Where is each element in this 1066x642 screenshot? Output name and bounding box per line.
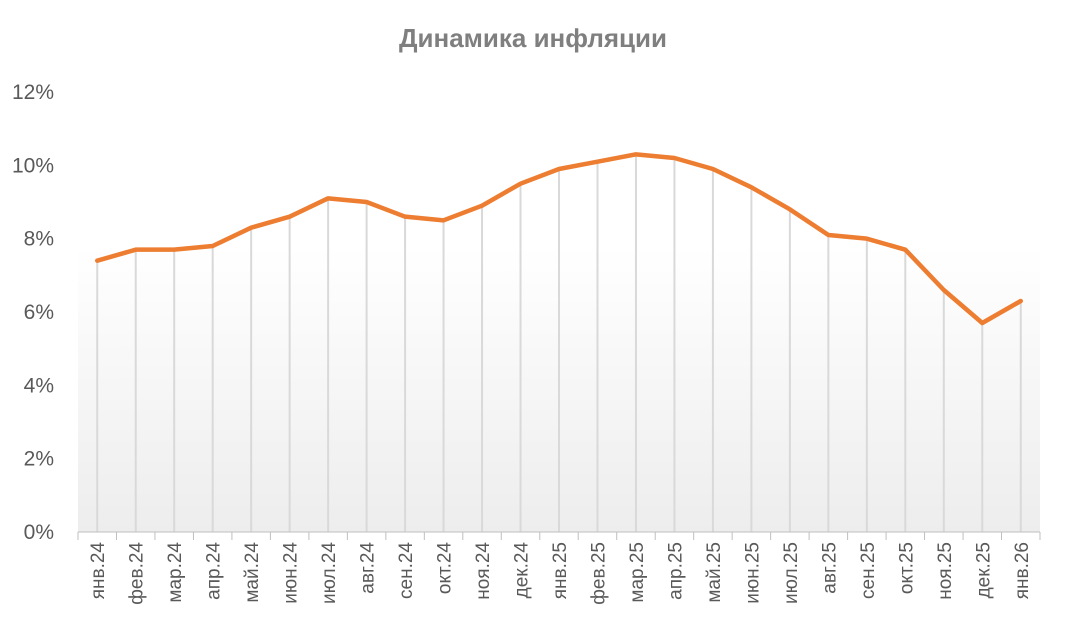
y-tick-label: 2% — [24, 448, 54, 471]
series-group — [94, 152, 1024, 326]
y-tick-label: 10% — [12, 154, 54, 177]
y-axis-ticks: 0% 2% 4% 6% 8% 10% 12% — [12, 81, 54, 544]
x-tick-label: апр.25 — [665, 542, 686, 600]
x-tick-label: июл.25 — [781, 542, 802, 604]
x-tick-label: фев.24 — [127, 542, 148, 605]
x-tick-label: июл.24 — [319, 542, 340, 604]
x-tick-label: июн.25 — [742, 542, 763, 604]
x-tick-label: мар.24 — [165, 542, 186, 603]
x-tick-label: фев.25 — [588, 542, 609, 605]
x-tick-label: май.25 — [704, 542, 725, 603]
x-axis-ticks: янв.24 фев.24 мар.24 апр.24 май.24 июн.24 июл.… — [88, 542, 1033, 605]
x-tick-label: янв.25 — [550, 542, 571, 599]
x-tick-label: ноя.25 — [935, 542, 956, 600]
x-tick-label: авг.25 — [819, 542, 840, 594]
x-tick-label: авг.24 — [358, 542, 379, 594]
x-tick-label: мар.25 — [627, 542, 648, 603]
x-tick-label: янв.24 — [88, 542, 109, 600]
x-tick-label: окт.24 — [435, 542, 456, 595]
x-tick-label: сен.25 — [858, 542, 879, 599]
x-tick-label: май.24 — [242, 542, 263, 603]
y-tick-label: 6% — [24, 301, 54, 324]
chart-title: Динамика инфляции — [399, 23, 667, 53]
y-tick-label: 4% — [24, 374, 54, 397]
x-axis-tickmarks — [77, 532, 1041, 540]
x-tick-label: дек.24 — [512, 542, 533, 599]
x-tick-label: июн.24 — [281, 542, 302, 604]
y-tick-label: 12% — [12, 81, 54, 104]
drop-lines — [96, 154, 1022, 532]
x-tick-label: окт.25 — [896, 542, 917, 594]
x-tick-label: апр.24 — [204, 542, 225, 600]
x-tick-label: сен.24 — [396, 542, 417, 599]
y-tick-label: 8% — [24, 228, 54, 251]
x-tick-label: ноя.24 — [473, 542, 494, 600]
y-tick-label: 0% — [24, 521, 54, 544]
x-tick-label: янв.26 — [1012, 542, 1033, 599]
x-tick-label: дек.25 — [973, 542, 994, 598]
